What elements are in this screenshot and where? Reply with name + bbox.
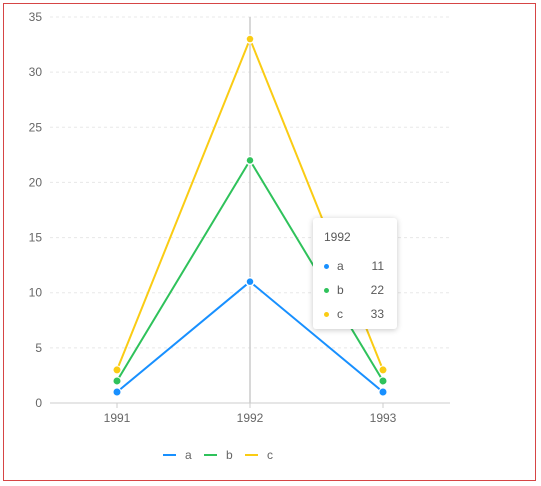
legend-label: c	[267, 448, 273, 462]
y-tick-label: 25	[29, 120, 43, 134]
y-tick-label: 10	[29, 286, 43, 300]
data-point-a[interactable]	[245, 276, 255, 287]
tooltip-title: 1992	[324, 230, 351, 244]
legend-label: b	[226, 448, 233, 462]
legend-item-c[interactable]: c	[245, 448, 273, 462]
y-tick-label: 35	[29, 10, 43, 24]
y-tick-label: 30	[29, 65, 43, 79]
x-tick-label: 1991	[104, 411, 131, 425]
tooltip-row-a: a 11	[324, 254, 387, 278]
y-axis: 0 5 10 15 20 25 30 35	[29, 10, 43, 410]
tooltip: 1992 a 11 b 22 c 33	[313, 218, 397, 329]
x-tick-label: 1992	[237, 411, 264, 425]
series-points[interactable]	[112, 34, 388, 397]
tooltip-marker-c	[324, 311, 329, 317]
data-point-b[interactable]	[378, 376, 388, 386]
data-point-c[interactable]	[112, 365, 122, 375]
legend-item-b[interactable]: b	[204, 448, 233, 462]
data-point-a[interactable]	[378, 387, 388, 397]
tooltip-marker-b	[324, 287, 329, 293]
data-point-b[interactable]	[112, 376, 122, 386]
data-point-a[interactable]	[112, 387, 122, 397]
y-tick-label: 20	[29, 175, 43, 189]
legend-label: a	[185, 448, 192, 462]
tooltip-name: a	[337, 259, 344, 273]
y-tick-label: 5	[35, 341, 42, 355]
data-point-c[interactable]	[378, 365, 388, 375]
chart-frame	[3, 3, 536, 481]
y-tick-label: 0	[35, 396, 42, 410]
x-axis: 1991 1992 1993	[50, 402, 450, 425]
tooltip-row-b: b 22	[324, 278, 387, 302]
tooltip-name: c	[337, 307, 343, 321]
tooltip-marker-a	[324, 263, 329, 269]
tooltip-name: b	[337, 283, 344, 297]
x-tick-label: 1993	[370, 411, 397, 425]
tooltip-value: 11	[371, 259, 384, 273]
tooltip-value: 33	[370, 307, 384, 321]
data-point-b[interactable]	[245, 155, 255, 166]
tooltip-value: 22	[370, 283, 384, 297]
data-point-c[interactable]	[245, 34, 255, 44]
tooltip-row-c: c 33	[324, 302, 387, 326]
legend[interactable]: a b c	[163, 448, 273, 462]
y-tick-label: 15	[29, 231, 43, 245]
legend-item-a[interactable]: a	[163, 448, 192, 462]
